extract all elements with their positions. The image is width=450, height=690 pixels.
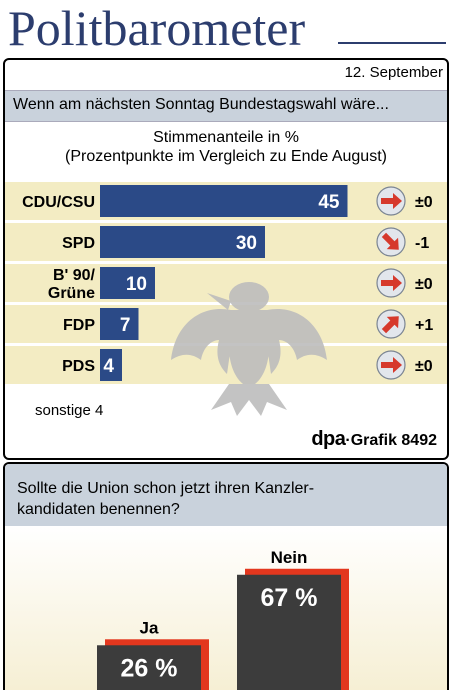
poll-value-label: 26 % bbox=[121, 654, 178, 682]
change-arrow-icon bbox=[381, 193, 402, 209]
change-label: ±0 bbox=[415, 276, 433, 293]
poll-category-label: Ja bbox=[140, 618, 159, 637]
party-bar-chart: CDU/CSU 45 ±0 SPD 30 -1 B' 90/Grüne 10 ±0 FDP 7 +1 P… bbox=[5, 182, 447, 416]
source-dpa: dpa bbox=[311, 428, 346, 450]
party-label: CDU/CSU bbox=[22, 194, 95, 211]
change-arrow-icon bbox=[381, 357, 402, 373]
change-label: ±0 bbox=[415, 358, 433, 375]
change-arrow-icon bbox=[381, 232, 399, 250]
chart-subheading: (Prozentpunkte im Vergleich zu Ende Augu… bbox=[65, 148, 387, 165]
source-credit: dpa·Grafik 8492 bbox=[311, 428, 437, 451]
poll-category-label: Nein bbox=[271, 548, 308, 567]
bar-value-label: 10 bbox=[126, 274, 147, 295]
poll-value-label: 67 % bbox=[261, 584, 318, 612]
bar-value-label: 7 bbox=[120, 315, 131, 336]
poll-bar bbox=[97, 645, 201, 690]
party-bar bbox=[100, 308, 139, 340]
change-label: ±0 bbox=[415, 194, 433, 211]
party-label: PDS bbox=[62, 358, 95, 375]
poll-bar-chart: 26 % Ja 67 % Nein bbox=[97, 548, 349, 690]
change-arrow-icon bbox=[381, 316, 399, 334]
change-label: +1 bbox=[415, 317, 433, 334]
source-grafik: ·Grafik 8492 bbox=[345, 432, 437, 449]
bar-value-label: 4 bbox=[103, 356, 114, 377]
eagle-emblem-icon bbox=[171, 282, 327, 416]
poll-chart-area bbox=[5, 526, 447, 690]
party-label: FDP bbox=[63, 317, 95, 334]
bar-value-label: 45 bbox=[318, 192, 340, 213]
page-title: Politbarometer bbox=[8, 0, 306, 56]
party-label: SPD bbox=[62, 235, 95, 252]
party-label: B' 90/ bbox=[53, 267, 96, 284]
row-band bbox=[5, 264, 447, 302]
chart-heading: Stimmenanteile in % bbox=[153, 129, 299, 146]
bar-value-label: 30 bbox=[236, 233, 257, 254]
poll-question: Sollte die Union schon jetzt ihren Kanzl… bbox=[17, 480, 315, 518]
poll-panel: Sollte die Union schon jetzt ihren Kanzl… bbox=[3, 462, 449, 690]
party-bar bbox=[100, 349, 122, 381]
party-label: Grüne bbox=[48, 285, 95, 302]
party-bar bbox=[100, 226, 265, 258]
subtitle-bar: Wenn am nächsten Sonntag Bundestagswahl … bbox=[5, 90, 447, 122]
party-bar bbox=[100, 185, 348, 217]
sonstige-label: sonstige 4 bbox=[35, 402, 104, 419]
poll-bar bbox=[237, 574, 341, 690]
date-label: 12. September bbox=[344, 64, 443, 81]
election-panel: 12. September Wenn am nächsten Sonntag B… bbox=[3, 58, 449, 460]
change-arrow-icon bbox=[381, 275, 402, 291]
title-rule bbox=[338, 42, 446, 44]
row-bands bbox=[5, 182, 447, 384]
question-bar: Sollte die Union schon jetzt ihren Kanzl… bbox=[5, 464, 447, 526]
subtitle: Wenn am nächsten Sonntag Bundestagswahl … bbox=[13, 96, 389, 113]
change-label: -1 bbox=[415, 235, 429, 252]
party-bar bbox=[100, 267, 155, 299]
